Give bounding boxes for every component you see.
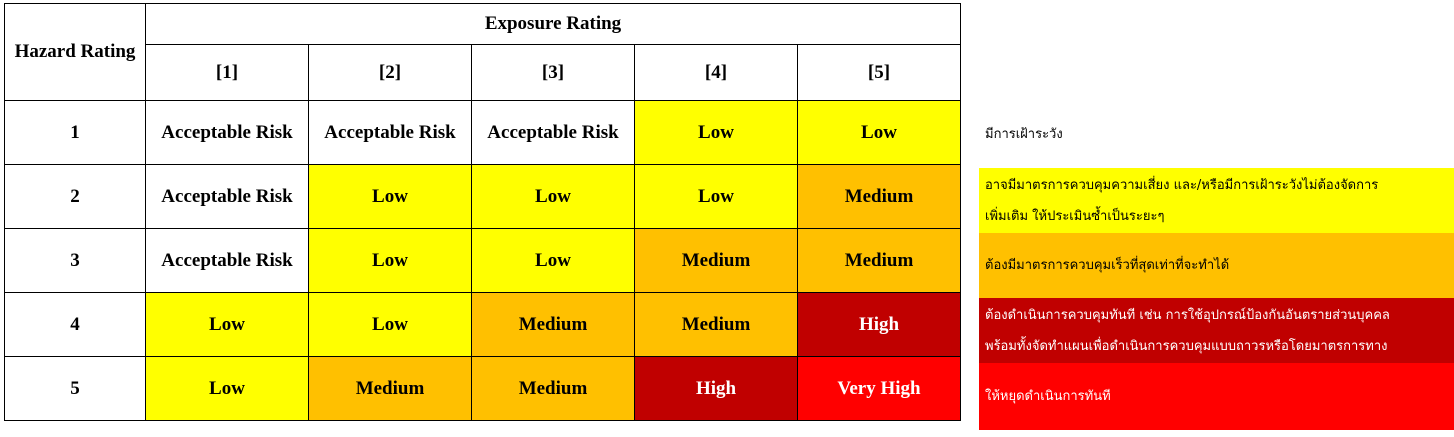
hazard-level-2: 2 (4, 164, 146, 229)
exposure-level-1: [1] (145, 44, 309, 101)
risk-cell: Low (308, 228, 472, 293)
risk-cell: Low (308, 292, 472, 357)
legend-acceptable-risk: มีการเฝ้าระวัง (979, 105, 1454, 168)
risk-cell: Low (471, 164, 635, 229)
risk-cell: Medium (797, 228, 961, 293)
risk-cell: Medium (797, 164, 961, 229)
legend-low: อาจมีมาตรการควบคุมความเสี่ยง และ/หรือมีก… (979, 168, 1454, 233)
exposure-level-3: [3] (471, 44, 635, 101)
risk-cell: Acceptable Risk (308, 100, 472, 165)
risk-cell: Acceptable Risk (145, 100, 309, 165)
risk-cell: Acceptable Risk (471, 100, 635, 165)
risk-cell: Acceptable Risk (145, 228, 309, 293)
exposure-rating-header: Exposure Rating (145, 3, 961, 45)
risk-cell: Low (145, 356, 309, 421)
matrix-row-1: 1 Acceptable Risk Acceptable Risk Accept… (4, 100, 961, 165)
hazard-level-1: 1 (4, 100, 146, 165)
hazard-level-5: 5 (4, 356, 146, 421)
legend-text: พร้อมทั้งจัดทำแผนเพื่อดำเนินการควบคุมแบบ… (985, 339, 1388, 354)
hazard-level-4: 4 (4, 292, 146, 357)
hazard-rating-header: Hazard Rating (4, 3, 146, 101)
risk-matrix-table: Hazard Rating Exposure Rating [1] [2] [3… (4, 3, 961, 421)
risk-cell: Low (471, 228, 635, 293)
legend-text: อาจมีมาตรการควบคุมความเสี่ยง และ/หรือมีก… (985, 178, 1379, 193)
legend-text: ต้องดำเนินการควบคุมทันที เช่น การใช้อุปก… (985, 308, 1390, 323)
legend-very-high: ให้หยุดดำเนินการทันที (979, 363, 1454, 430)
matrix-row-4: 4 Low Low Medium Medium High (4, 292, 961, 357)
exposure-level-4: [4] (634, 44, 798, 101)
risk-cell: Medium (634, 292, 798, 357)
matrix-row-3: 3 Acceptable Risk Low Low Medium Medium (4, 228, 961, 293)
risk-cell: Low (145, 292, 309, 357)
risk-cell: Low (797, 100, 961, 165)
legend-text: ให้หยุดดำเนินการทันที (985, 389, 1111, 404)
risk-cell: High (634, 356, 798, 421)
exposure-level-2: [2] (308, 44, 472, 101)
legend-text: เพิ่มเติม ให้ประเมินซ้ำเป็นระยะๆ (985, 209, 1165, 224)
legend-text: มีการเฝ้าระวัง (985, 127, 1063, 142)
risk-cell: Medium (634, 228, 798, 293)
risk-cell: Low (308, 164, 472, 229)
risk-cell: Medium (471, 356, 635, 421)
risk-cell: Acceptable Risk (145, 164, 309, 229)
risk-cell: Medium (471, 292, 635, 357)
legend-high: ต้องดำเนินการควบคุมทันที เช่น การใช้อุปก… (979, 298, 1454, 363)
risk-cell: Low (634, 164, 798, 229)
matrix-row-2: 2 Acceptable Risk Low Low Low Medium (4, 164, 961, 229)
risk-cell: Very High (797, 356, 961, 421)
legend-medium: ต้องมีมาตรการควบคุมเร็วที่สุดเท่าที่จะทำ… (979, 233, 1454, 298)
risk-cell: Low (634, 100, 798, 165)
risk-cell: Medium (308, 356, 472, 421)
hazard-level-3: 3 (4, 228, 146, 293)
risk-cell: High (797, 292, 961, 357)
matrix-row-5: 5 Low Medium Medium High Very High (4, 356, 961, 421)
exposure-level-5: [5] (797, 44, 961, 101)
legend-text: ต้องมีมาตรการควบคุมเร็วที่สุดเท่าที่จะทำ… (985, 258, 1230, 273)
